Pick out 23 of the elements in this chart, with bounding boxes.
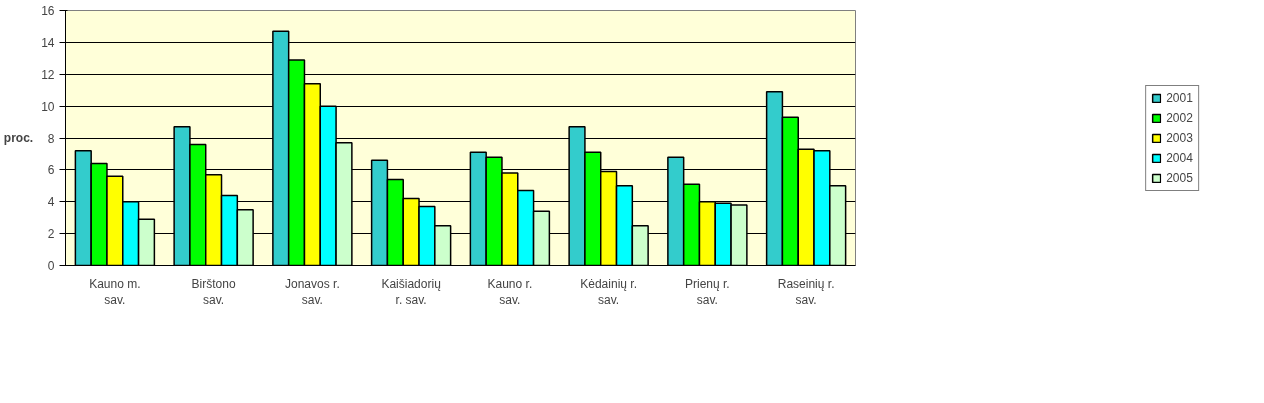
legend-label: 2001 (1166, 90, 1193, 105)
y-tick-label: 2 (47, 227, 55, 242)
legend-label: 2002 (1166, 110, 1193, 125)
x-tick-label: Birštono sav. (191, 276, 236, 308)
x-tick-label: Prienų r. sav. (685, 276, 730, 308)
y-tick-label: 6 (47, 163, 55, 178)
legend-label: 2004 (1166, 150, 1193, 165)
x-tick-label: Kaišiadorių r. sav. (381, 276, 442, 308)
y-tick-label: 8 (47, 131, 55, 146)
x-tick-label: Kauno r. sav. (487, 276, 533, 308)
y-tick-label: 14 (41, 35, 55, 50)
x-tick-label: Kėdainių r. sav. (580, 276, 637, 308)
y-tick-label: 10 (41, 99, 55, 114)
x-tick-label: Jonavos r. sav. (285, 276, 340, 308)
y-axis-title: proc. (3, 131, 34, 145)
legend-label: 2003 (1166, 130, 1193, 145)
x-tick-label: Kauno m. sav. (89, 276, 141, 308)
x-tick-label: Raseinių r. sav. (777, 276, 835, 308)
legend-label: 2005 (1166, 170, 1193, 185)
y-tick-label: 4 (47, 195, 55, 210)
y-tick-label: 16 (41, 4, 55, 18)
y-tick-label: 0 (47, 259, 55, 273)
y-tick-label: 12 (41, 67, 55, 82)
